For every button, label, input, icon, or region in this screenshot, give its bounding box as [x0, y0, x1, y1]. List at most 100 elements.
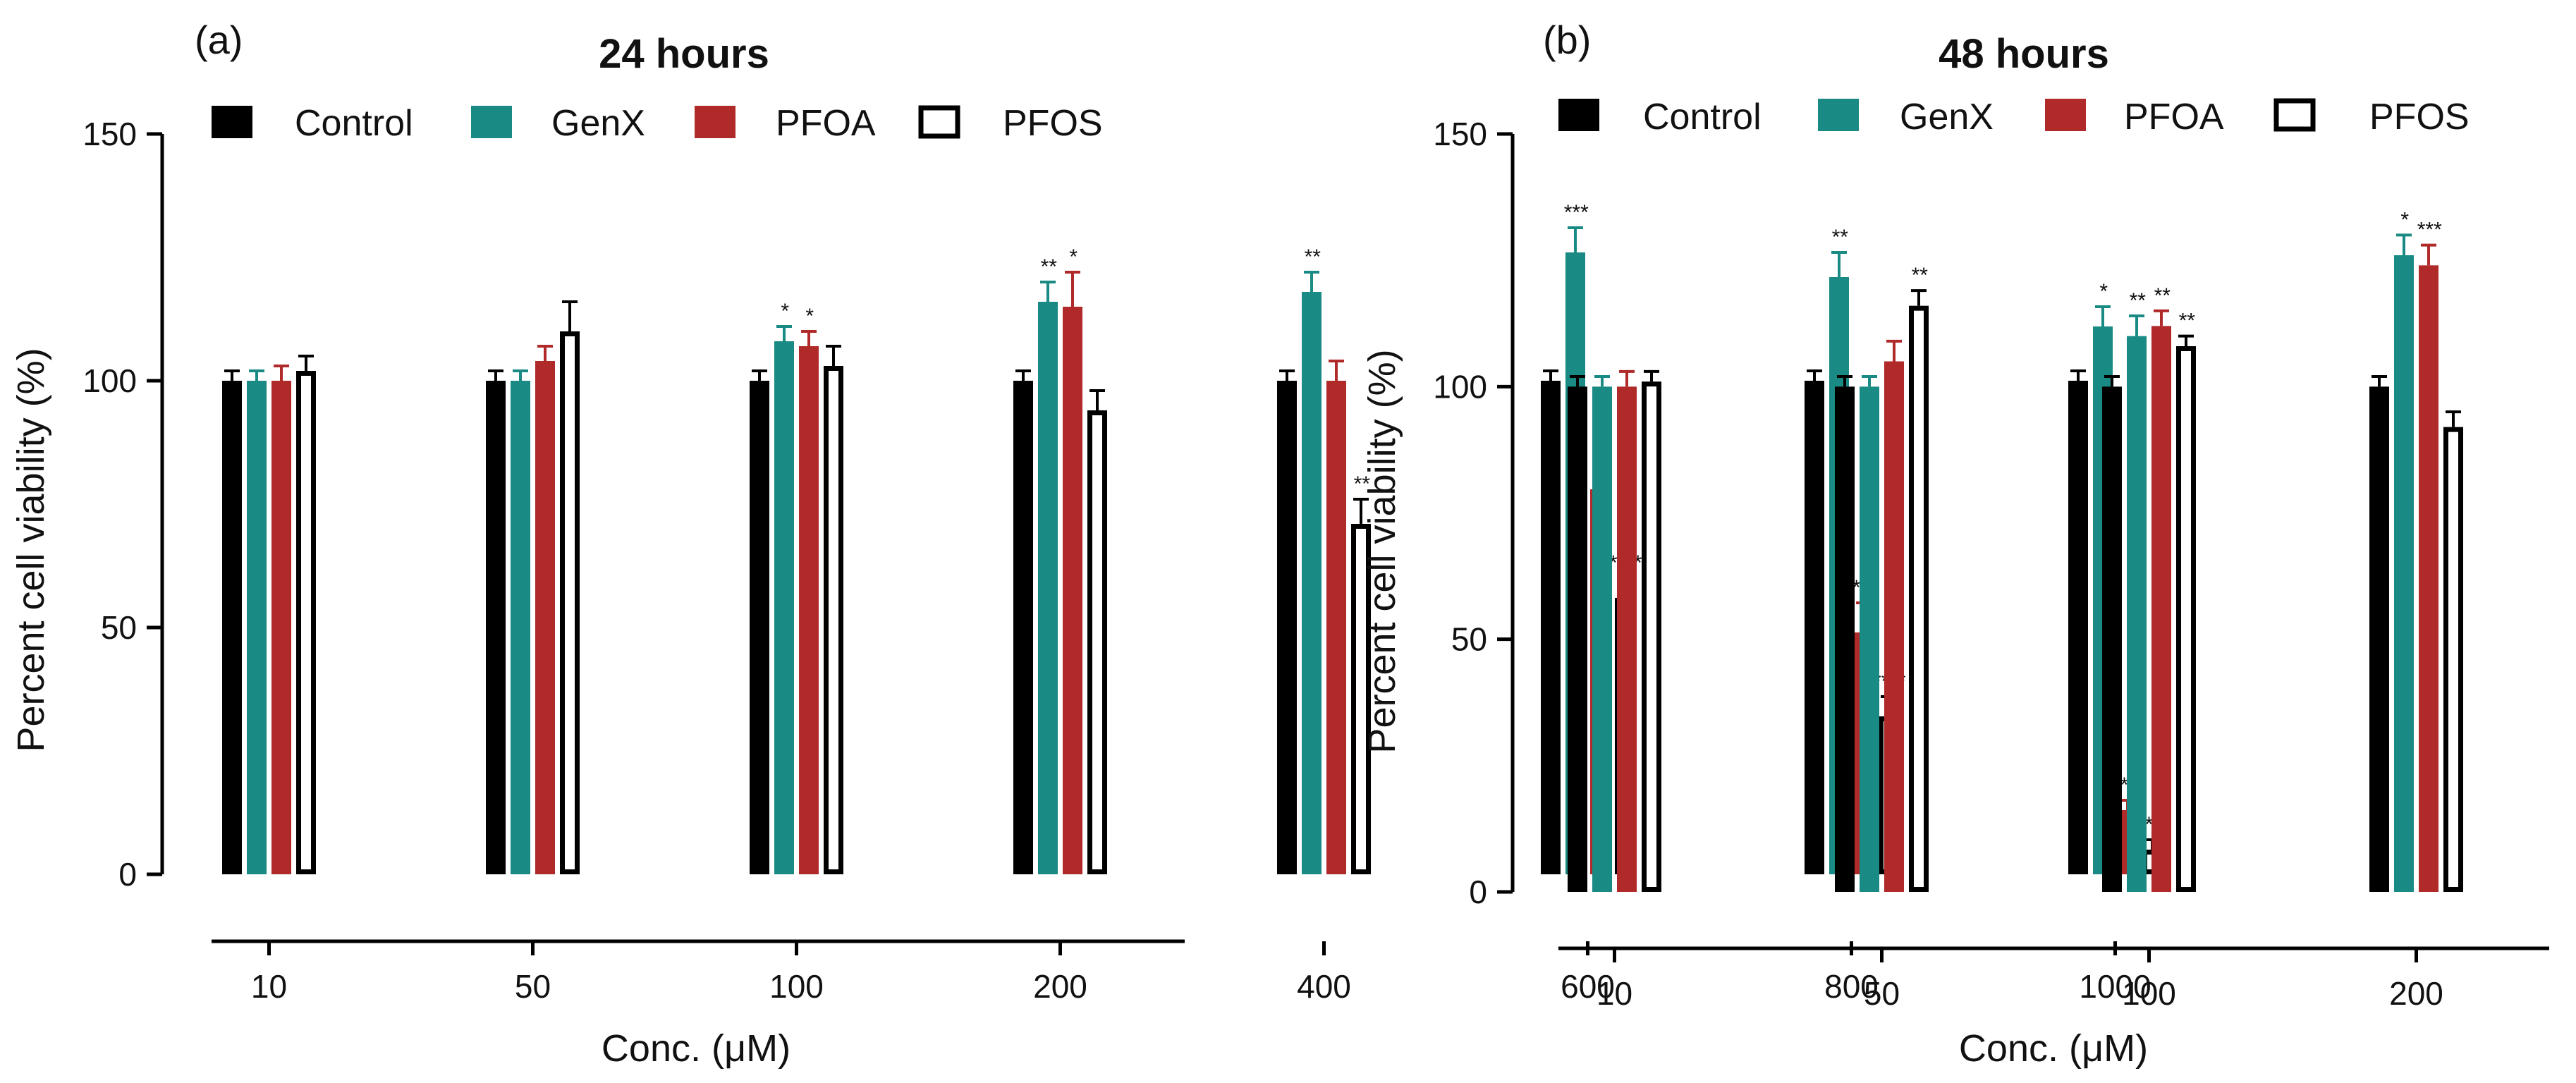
panel-label-a: (a)	[195, 18, 243, 62]
bar-control	[486, 381, 506, 874]
bar-genx	[1860, 386, 1879, 892]
x-axis-label-b: Conc. (μM)	[1959, 1027, 2148, 1070]
significance-label: **	[1910, 264, 1928, 287]
bar-genx	[1038, 302, 1058, 874]
panel-label-b: (b)	[1543, 18, 1591, 62]
chart-title-b: 48 hours	[1939, 31, 2109, 77]
legend-swatch-pfos	[918, 105, 960, 139]
x-tick-label: 400	[1297, 968, 1351, 1005]
significance-label: **	[1353, 472, 1370, 496]
bar-control	[1541, 381, 1561, 874]
x-tick-label: 100	[769, 968, 824, 1005]
x-tick-label: 100	[2122, 975, 2176, 1012]
significance-label: **	[1831, 226, 1848, 249]
legend-label-genx: GenX	[1900, 97, 1994, 137]
y-tick-label: 50	[1451, 621, 1487, 658]
bar-pfoa	[535, 361, 555, 874]
legend-swatch-control	[212, 106, 252, 138]
legend-b: Control GenX PFOA PFOS	[1558, 97, 2470, 137]
x-tick-label: 600	[1561, 968, 1615, 1005]
bar-control	[2102, 386, 2122, 892]
bar-pfos	[296, 371, 316, 874]
chart-title-a: 24 hours	[599, 31, 769, 77]
significance-label: ***	[1563, 201, 1588, 224]
bar-control	[1013, 381, 1033, 874]
legend-a: Control GenX PFOA PFOS	[212, 103, 1103, 144]
y-axis-a: 0 50 100 150	[83, 116, 164, 893]
significance-label: *	[2099, 280, 2108, 303]
bar-genx	[511, 381, 530, 874]
x-tick-label: 50	[515, 968, 551, 1005]
bar-control	[1835, 386, 1855, 892]
bar-control	[2369, 386, 2389, 892]
x-tick-label: 200	[2389, 975, 2443, 1012]
bar-pfos	[824, 366, 843, 874]
significance-label: **	[1039, 255, 1057, 279]
y-tick-label: 0	[118, 856, 137, 893]
x-axis-a: 10 50 100 200 400 600 800 1000	[212, 939, 2151, 1005]
x-tick-label: 10	[251, 968, 287, 1005]
x-tick-label: 50	[1864, 975, 1900, 1012]
legend-swatch-control	[1558, 99, 1599, 131]
legend-label-control: Control	[295, 103, 413, 144]
x-tick-label: 10	[1597, 975, 1632, 1012]
bar-genx	[2394, 255, 2414, 892]
bars-b: ****************************************…	[1568, 208, 2463, 893]
bar-pfoa	[2419, 265, 2438, 892]
bar-pfos	[1909, 305, 1929, 892]
bar-control	[222, 381, 242, 874]
significance-label: *	[1068, 245, 1078, 269]
y-tick-label: 100	[83, 362, 137, 399]
legend-swatch-genx	[1818, 99, 1859, 131]
y-tick-label: 50	[101, 609, 137, 646]
bar-control	[1277, 381, 1297, 874]
bar-pfos	[560, 331, 580, 874]
legend-swatch-pfoa	[2045, 99, 2086, 131]
bar-genx	[2127, 336, 2147, 893]
y-tick-label: 0	[1469, 874, 1487, 910]
bar-pfoa	[1063, 307, 1082, 874]
bar-genx	[247, 381, 267, 874]
significance-label: **	[2178, 310, 2195, 333]
bar-pfoa	[1617, 386, 1637, 892]
significance-label: *	[780, 300, 789, 323]
y-tick-label: 100	[1433, 368, 1487, 405]
bar-control	[750, 381, 769, 874]
x-tick-label: 200	[1033, 968, 1087, 1005]
bar-pfos	[2443, 427, 2463, 892]
significance-label: **	[2128, 289, 2146, 312]
bar-genx	[774, 341, 794, 874]
legend-label-pfos: PFOS	[1003, 103, 1103, 144]
legend-swatch-pfoa	[695, 106, 735, 138]
bar-pfoa	[2151, 326, 2171, 892]
bar-control	[2068, 381, 2088, 874]
significance-label: *	[805, 305, 814, 328]
legend-label-pfos: PFOS	[2369, 97, 2470, 137]
y-tick-label: 150	[83, 116, 137, 152]
bar-pfoa	[1884, 361, 1904, 892]
legend-swatch-genx	[471, 106, 512, 138]
bar-pfos	[1351, 524, 1371, 874]
panel-b-48-hours: (b) 48 hours Control GenX PFOA PFOS Perc…	[1361, 18, 2549, 1070]
y-tick-label: 150	[1433, 116, 1487, 152]
bar-pfoa	[271, 381, 291, 874]
bar-pfos	[1087, 410, 1107, 874]
bar-control	[1568, 386, 1587, 892]
bar-genx	[1302, 292, 1321, 874]
x-tick-label: 800	[1824, 968, 1879, 1005]
legend-label-control: Control	[1643, 97, 1762, 137]
significance-label: **	[2153, 284, 2171, 307]
significance-label: **	[1303, 245, 1321, 269]
bar-pfoa	[799, 346, 819, 874]
significance-label: *	[2400, 208, 2409, 231]
y-axis-b: 0 50 100 150	[1433, 116, 1515, 910]
x-axis-label-a: Conc. (μM)	[602, 1027, 790, 1070]
legend-label-pfoa: PFOA	[776, 103, 876, 144]
legend-swatch-pfos	[2273, 98, 2316, 132]
bar-genx	[1592, 386, 1612, 892]
bar-pfos	[2176, 346, 2196, 892]
x-tick-label: 1000	[2079, 968, 2151, 1005]
legend-label-genx: GenX	[551, 103, 645, 144]
